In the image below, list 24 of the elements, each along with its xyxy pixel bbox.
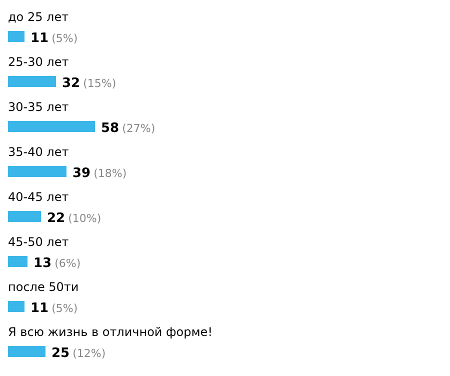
bar (8, 256, 28, 267)
data-label: 25 (12%) (52, 346, 106, 361)
data-label: 58 (27%) (101, 121, 156, 136)
y-tick-label: 30-35 лет (8, 100, 69, 114)
y-tick-label: 40-45 лет (8, 190, 69, 204)
y-tick-label: до 25 лет (8, 10, 69, 24)
data-label: 13 (6%) (34, 256, 81, 271)
data-label: 11 (5%) (30, 301, 78, 316)
y-tick-label: после 50ти (8, 280, 79, 294)
y-tick-label: 45-50 лет (8, 235, 69, 249)
data-label: 32 (15%) (62, 76, 116, 91)
bar (8, 301, 24, 312)
bar (8, 346, 46, 357)
data-label: 22 (10%) (47, 211, 102, 226)
data-label: 39 (18%) (72, 166, 127, 181)
bar (8, 76, 56, 87)
y-tick-label: 35-40 лет (8, 145, 69, 159)
y-tick-label: Я всю жизнь в отличной форме! (8, 325, 213, 339)
bar (8, 31, 24, 42)
bar (8, 121, 95, 132)
data-label: 11 (5%) (30, 31, 78, 46)
bar (8, 166, 66, 177)
bar (8, 211, 41, 222)
y-tick-label: 25-30 лет (8, 55, 69, 69)
